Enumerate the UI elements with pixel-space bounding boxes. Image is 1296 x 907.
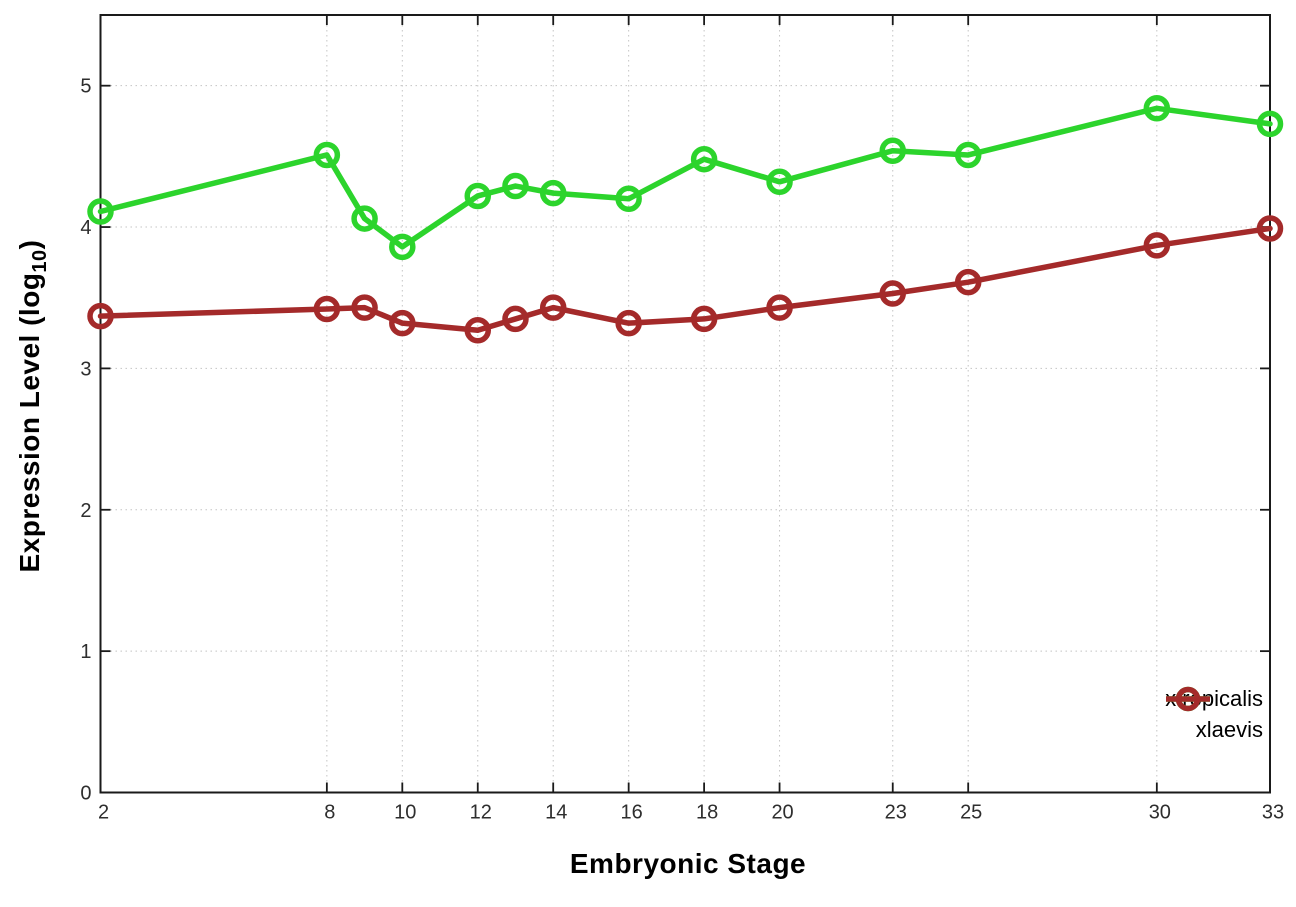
plot-border (99, 14, 1271, 794)
y-tick-label-5: 5 (80, 76, 91, 98)
x-tick-label-30: 30 (1149, 802, 1171, 824)
data-point-xlaevis-stage-18 (690, 305, 718, 333)
data-point-xtropicalis-stage-8 (313, 141, 341, 169)
data-point-xtropicalis-stage-14 (539, 179, 567, 207)
data-point-xlaevis-stage-13 (502, 305, 529, 333)
x-tick-label-12: 12 (470, 802, 492, 824)
data-point-xlaevis-stage-25 (954, 268, 982, 296)
data-point-xlaevis-stage-14 (539, 294, 567, 321)
x-tick-label-18: 18 (696, 802, 718, 824)
legend-label-xlaevis: xlaevis (1195, 717, 1263, 742)
x-tick-label-20: 20 (771, 802, 793, 824)
x-tick-label-10: 10 (394, 802, 416, 824)
x-tick-label-2: 2 (98, 802, 109, 824)
data-point-xtropicalis-stage-13 (502, 172, 529, 200)
x-tick-label-33: 33 (1262, 802, 1284, 824)
y-tick-label-1: 1 (80, 641, 91, 663)
legend-item-xlaevis: xlaevis (1165, 686, 1263, 743)
x-tick-label-25: 25 (960, 802, 982, 824)
y-tick-label-4: 4 (80, 217, 91, 239)
y-axis-label-text: Expression Level (log (14, 272, 45, 573)
x-axis-label: Embryonic Stage (569, 848, 807, 879)
x-tick-label-8: 8 (324, 802, 335, 824)
data-point-xtropicalis-stage-12 (464, 182, 492, 210)
data-point-xlaevis-stage-2 (87, 302, 114, 330)
data-point-xtropicalis-stage-18 (690, 145, 718, 173)
y-tick-label-0: 0 (80, 783, 91, 805)
x-tick-label-23: 23 (885, 802, 907, 824)
data-point-xtropicalis-stage-2 (87, 198, 114, 225)
y-tick-label-3: 3 (80, 358, 91, 380)
data-point-xlaevis-stage-9 (351, 294, 378, 321)
data-point-xlaevis-stage-10 (389, 309, 416, 337)
data-point-xtropicalis-stage-10 (389, 233, 416, 261)
data-point-xlaevis-stage-23 (879, 280, 906, 307)
y-axis-label: Expression Level (log10) (14, 240, 52, 573)
data-point-xlaevis-stage-8 (313, 295, 341, 323)
data-point-xlaevis-stage-12 (464, 316, 492, 344)
data-point-xtropicalis-stage-25 (954, 141, 982, 169)
data-point-xtropicalis-stage-16 (615, 185, 642, 213)
y-tick-label-2: 2 (80, 500, 91, 522)
data-point-xlaevis-stage-20 (766, 294, 793, 321)
data-point-xtropicalis-stage-23 (879, 137, 906, 164)
y-axis-label-subscript: 10 (29, 249, 51, 273)
x-tick-label-14: 14 (545, 802, 567, 824)
data-point-xtropicalis-stage-9 (351, 205, 378, 232)
data-point-xlaevis-stage-33 (1256, 215, 1284, 242)
data-point-xtropicalis-stage-30 (1143, 95, 1171, 122)
data-point-xlaevis-stage-16 (615, 309, 642, 337)
x-tick-label-16: 16 (621, 802, 643, 824)
legend: xtropicalis xlaevis (1165, 686, 1263, 748)
series-line-xtropicalis (97, 105, 1273, 250)
legend-marker-xlaevis-icon (1166, 686, 1211, 712)
y-axis-label-close: ) (14, 239, 45, 250)
data-point-xtropicalis-stage-20 (766, 168, 793, 196)
data-point-xtropicalis-stage-33 (1256, 110, 1284, 138)
data-point-xlaevis-stage-30 (1143, 232, 1171, 259)
series-line-xlaevis (97, 225, 1273, 333)
